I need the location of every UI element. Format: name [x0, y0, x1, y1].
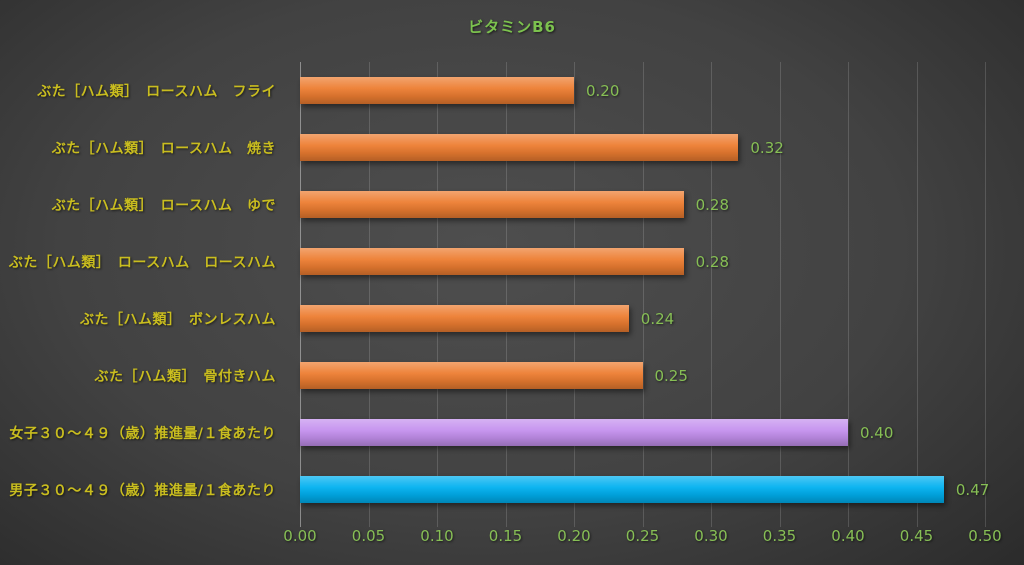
value-label: 0.47: [955, 480, 990, 499]
value-label: 0.25: [654, 366, 688, 385]
value-label: 0.32: [750, 138, 784, 157]
category-axis-labels: ぶた［ハム類］ ロースハム フライ ぶた［ハム類］ ロースハム 焼き ぶた［ハム類］…: [0, 62, 288, 518]
x-axis-tick-label: 0.05: [351, 527, 386, 545]
gridline: [711, 62, 712, 527]
gridline: [642, 62, 644, 527]
bar: [300, 134, 739, 161]
x-axis-tick-label: 0.20: [557, 527, 591, 545]
value-label: 0.40: [860, 423, 894, 442]
bar: [300, 305, 629, 332]
category-label: ぶた［ハム類］ ロースハム 焼き: [51, 140, 276, 157]
bar: [300, 191, 684, 218]
value-label: 0.24: [640, 309, 675, 328]
gridline: [437, 62, 438, 527]
value-label: 0.28: [695, 252, 729, 271]
x-axis-tick-label: 0.45: [899, 527, 934, 545]
x-axis-tick-label: 0.15: [488, 527, 523, 545]
gridline: [574, 62, 575, 527]
x-axis-tick-label: 0.30: [694, 527, 728, 545]
x-axis-tick-label: 0.25: [625, 527, 660, 545]
value-label: 0.20: [586, 81, 620, 100]
gridline: [505, 62, 507, 527]
category-label: ぶた［ハム類］ ロースハム ロースハム: [8, 254, 276, 271]
bar: [300, 362, 643, 389]
gridline: [368, 62, 370, 527]
gridline: [916, 62, 918, 527]
plot-area: 0.20 0.32 0.28 0.28 0.24 0.25 0.40 0.47: [300, 62, 989, 527]
x-axis-tick-labels: 0.00 0.05 0.10 0.15 0.20 0.25 0.30 0.35 0.40 0.45…: [283, 527, 1001, 547]
gridline: [779, 62, 781, 527]
value-label: 0.28: [695, 195, 729, 214]
category-label: ぶた［ハム類］ ロースハム フライ: [37, 83, 276, 100]
gridline: [985, 62, 986, 527]
bar: [300, 419, 848, 446]
bar: [300, 77, 574, 104]
category-label: 男子３０～４９（歳）推進量/１食あたり: [9, 482, 276, 499]
chart-title: ビタミンB6: [468, 18, 556, 36]
x-axis-tick-label: 0.00: [283, 527, 317, 545]
x-axis-tick-label: 0.35: [762, 527, 797, 545]
bar: [300, 248, 684, 275]
bar: [300, 476, 944, 503]
value-axis-line: [300, 62, 301, 527]
category-label: 女子３０～４９（歳）推進量/１食あたり: [9, 425, 276, 442]
x-axis-tick-label: 0.40: [831, 527, 865, 545]
category-label: ぶた［ハム類］ ロースハム ゆで: [51, 197, 276, 214]
x-axis-tick-label: 0.10: [420, 527, 454, 545]
category-label: ぶた［ハム類］ ボンレスハム: [80, 311, 276, 328]
category-label: ぶた［ハム類］ 骨付きハム: [94, 368, 276, 385]
x-axis-tick-label: 0.50: [968, 527, 1002, 545]
gridline: [848, 62, 849, 527]
